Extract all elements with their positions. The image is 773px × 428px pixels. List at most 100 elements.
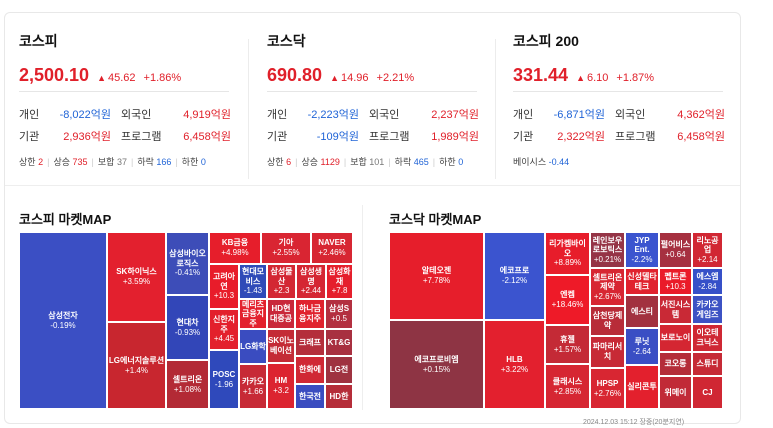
tile-change: +4.45: [213, 334, 235, 344]
tile-name: 셀트리온: [172, 374, 203, 384]
flow-label: 프로그램: [615, 131, 656, 143]
index-kosdaq[interactable]: 코스닥 690.80 ▲ 14.96 +2.21%: [267, 31, 487, 86]
breadth-label: 보합: [97, 157, 115, 167]
treemap-tile[interactable]: 크래프: [295, 329, 325, 356]
treemap-tile[interactable]: 휴젤 +1.57%: [545, 325, 590, 364]
treemap-tile[interactable]: 셀트리온 +1.08%: [166, 360, 209, 409]
index-kospi[interactable]: 코스피 2,500.10 ▲ 45.62 +1.86%: [19, 31, 239, 86]
data-timestamp: 2024.12.03 15:12 장중(20분지연): [583, 419, 685, 426]
index-name: 코스닥: [267, 33, 306, 49]
breadth-label: 하한: [181, 157, 199, 167]
up-triangle-icon: ▲: [97, 73, 106, 83]
treemap-tile[interactable]: 현대모비스 -1.43: [239, 264, 267, 299]
tile-name: 위메이: [664, 387, 687, 397]
treemap-tile[interactable]: HLB +3.22%: [484, 320, 545, 409]
treemap-tile[interactable]: 신한지주 +4.45: [209, 309, 239, 350]
treemap-tile[interactable]: 에스티: [625, 295, 659, 328]
flow-row: 개인 -8,022억원 외국인 4,919억원: [19, 103, 231, 125]
treemap-tile[interactable]: 엔켐 +18.46%: [545, 275, 590, 325]
flow-label: 외국인: [369, 109, 400, 121]
treemap-tile[interactable]: 코오롱: [659, 352, 692, 376]
tile-name: HD한: [329, 391, 349, 401]
flow-row: 개인 -6,871억원 외국인 4,362억원: [513, 103, 725, 125]
breadth-value: 37: [116, 157, 127, 167]
breadth-value: 1129: [320, 157, 340, 167]
flow-value: 4,919억원: [183, 109, 231, 121]
tile-name: POSC: [212, 369, 236, 379]
breadth-kosdaq: 상한 6 | 상승 1129 | 보합 101 | 하락 465 | 하한 0: [267, 157, 464, 167]
treemap-tile[interactable]: 카카오게임즈: [692, 295, 723, 324]
treemap-tile[interactable]: 에코프로비엠 +0.15%: [389, 320, 484, 409]
treemap-tile[interactable]: 삼성전자 -0.19%: [19, 232, 107, 409]
treemap-tile[interactable]: CJ: [692, 376, 723, 409]
treemap-tile[interactable]: 삼천당제약: [590, 306, 625, 336]
treemap-tile[interactable]: 펩트론 +10.3: [659, 268, 692, 295]
treemap-tile[interactable]: 신성델타테크: [625, 268, 659, 295]
flow-value: 2,322억원: [557, 131, 605, 143]
treemap-tile[interactable]: 삼성물산 +2.3: [267, 264, 296, 299]
treemap-tile[interactable]: POSC -1.96: [209, 350, 239, 409]
treemap-tile[interactable]: LG에너지솔루션 +1.4%: [107, 322, 166, 409]
treemap-tile[interactable]: KB금융 +4.98%: [209, 232, 261, 264]
index-value: 331.44: [513, 65, 569, 85]
treemap-tile[interactable]: NAVER +2.46%: [311, 232, 353, 264]
investor-flows-kospi: 개인 -8,022억원 외국인 4,919억원 기관 2,936억원 프로그램 …: [19, 103, 231, 147]
treemap-tile[interactable]: 셀트리온제약 +2.67%: [590, 268, 625, 306]
treemap-tile[interactable]: 서진시스템: [659, 295, 692, 324]
treemap-tile[interactable]: 파마리서치: [590, 336, 625, 368]
map-divider: [362, 205, 363, 410]
treemap-tile[interactable]: 에코프로 -2.12%: [484, 232, 545, 320]
treemap-tile[interactable]: HM +3.2: [267, 363, 295, 409]
treemap-tile[interactable]: 리가켐바이오 +8.89%: [545, 232, 590, 275]
treemap-tile[interactable]: 스튜디: [692, 352, 723, 376]
treemap-tile[interactable]: 펄어비스 +0.64: [659, 232, 692, 268]
treemap-tile[interactable]: JYP Ent. -2.2%: [625, 232, 659, 268]
treemap-tile[interactable]: 리노공업 +2.14: [692, 232, 723, 268]
treemap-tile[interactable]: LG화학: [239, 329, 267, 364]
treemap-tile[interactable]: 기아 +2.55%: [261, 232, 311, 264]
index-change: ▲ 6.10: [576, 72, 609, 84]
flow-value: 6,458억원: [183, 131, 231, 143]
tile-name: 카카오: [241, 376, 265, 386]
treemap-tile[interactable]: 보로노이: [659, 324, 692, 352]
treemap-tile[interactable]: LG전: [325, 356, 353, 384]
treemap-tile[interactable]: HPSP +2.76%: [590, 368, 625, 409]
treemap-tile[interactable]: 현대차 -0.93%: [166, 295, 209, 360]
treemap-tile[interactable]: SK하이닉스 +3.59%: [107, 232, 166, 322]
treemap-tile[interactable]: 삼성생명 +2.44: [296, 264, 326, 299]
treemap-tile[interactable]: HD한: [325, 384, 353, 409]
treemap-tile[interactable]: 한화에: [295, 356, 325, 384]
treemap-tile[interactable]: 삼성화재 +7.8: [326, 264, 353, 299]
breadth-label: 하한: [439, 157, 456, 167]
treemap-tile[interactable]: 삼성S +0.5: [325, 299, 353, 329]
breadth-label: 상한: [19, 157, 36, 167]
flow-value: -6,871억원: [553, 109, 605, 121]
treemap-tile[interactable]: HD현대중공: [267, 299, 295, 329]
treemap-tile[interactable]: 클래시스 +2.85%: [545, 364, 590, 409]
treemap-tile[interactable]: 에스엠 -2.84: [692, 268, 723, 295]
treemap-tile[interactable]: 위메이: [659, 376, 692, 409]
tile-name: 에코프로: [499, 266, 530, 276]
treemap-tile[interactable]: 하나금융지주: [295, 299, 325, 329]
tile-name: 에코프로비엠: [414, 354, 459, 364]
treemap-tile[interactable]: 레인보우로보틱스 +0.21%: [590, 232, 625, 268]
treemap-tile[interactable]: 고려아연 +10.3: [209, 264, 239, 309]
breadth-value: 2: [38, 157, 44, 167]
treemap-tile[interactable]: 실리콘투: [625, 365, 659, 409]
treemap-tile[interactable]: SK이노베이션: [267, 329, 295, 363]
tile-change: +1.66: [242, 386, 264, 396]
treemap-tile[interactable]: 삼성바이오로직스 -0.41%: [166, 232, 209, 295]
tile-change: +2.46%: [318, 248, 346, 257]
breadth-kospi: 상한 2 | 상승 735 | 보합 37 | 하락 166 | 하한 0: [19, 157, 206, 167]
tile-change: +0.64: [665, 250, 686, 259]
treemap-tile[interactable]: 한국전: [295, 384, 325, 409]
treemap-tile[interactable]: KT&G: [325, 329, 353, 356]
treemap-tile[interactable]: 카카오 +1.66: [239, 364, 267, 409]
treemap-tile[interactable]: 알테오젠 +7.78%: [389, 232, 484, 320]
tile-change: +7.8: [331, 286, 348, 296]
tile-change: +1.08%: [173, 384, 202, 394]
index-kospi200[interactable]: 코스피 200 331.44 ▲ 6.10 +1.87%: [513, 31, 733, 86]
treemap-tile[interactable]: 메리츠금융지주: [239, 299, 267, 329]
treemap-tile[interactable]: 루닛 -2.64: [625, 328, 659, 365]
treemap-tile[interactable]: 이오테크닉스: [692, 324, 723, 352]
